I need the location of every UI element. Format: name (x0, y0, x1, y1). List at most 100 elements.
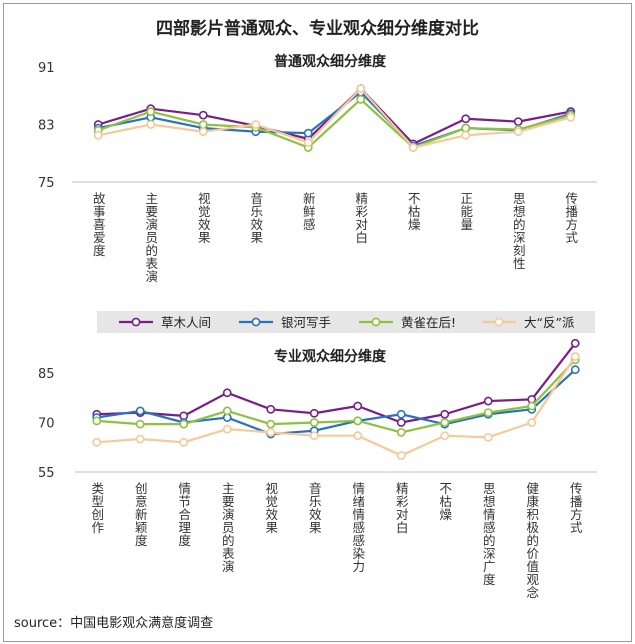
chart1-data-point-s2 (198, 120, 208, 129)
chart2-x-tick-label: 思想情感的深广度 (481, 482, 496, 586)
chart2-data-point-s2 (527, 401, 537, 411)
legend-label: 黄雀在后! (401, 315, 456, 330)
chart2-x-tick-label: 类型创作 (89, 482, 104, 534)
chart1-x-tick-label: 主要演员的表演 (143, 192, 158, 283)
chart1-x-tick-label: 精彩对白 (353, 192, 368, 244)
legend-canvas: 草木人间 银河写手 黄雀在后! 大“反”派 (119, 315, 575, 330)
chart1-x-tick-label: 视觉效果 (196, 191, 211, 244)
chart2-data-point-s3 (440, 431, 450, 441)
chart1-data-point-s3 (251, 120, 261, 129)
chart1-series-line-s1 (98, 91, 572, 148)
chart2-data-point-s2 (483, 408, 493, 417)
chart-professional-audience: 专业观众细分维度 85 70 55 类型创作 创意新颖度 情节合理度 主要演员的表演 视觉效果 音… (38, 338, 597, 599)
chart1-data-point-s2 (146, 107, 156, 116)
chart2-title: 专业观众细分维度 (274, 348, 387, 365)
chart2-x-tick-label: 传播方式 (568, 481, 583, 534)
legend-swatch-marker-s2 (371, 317, 381, 327)
chart1-data-point-s3 (513, 127, 523, 137)
chart2-y-tick-label: 85 (38, 367, 55, 382)
chart1-data-point-s3 (566, 112, 576, 122)
legend-label: 大“反”派 (524, 315, 575, 330)
chart2-series-line-s1 (96, 368, 576, 436)
chart2-data-point-s0 (266, 404, 276, 414)
chart2-x-tick-label: 不枯燥 (437, 482, 452, 521)
chart1-data-point-s0 (198, 110, 208, 120)
chart2-data-point-s0 (353, 401, 363, 411)
chart1-data-point-s2 (356, 94, 366, 104)
chart1-data-point-s3 (198, 127, 208, 137)
chart1-x-tick-label: 不枯燥 (406, 192, 421, 231)
chart2-data-point-s2 (179, 419, 189, 429)
legend-label: 银河写手 (281, 315, 331, 330)
chart1-data-point-s0 (461, 114, 471, 124)
chart1-series-line-s3 (98, 87, 572, 149)
chart2-data-point-s2 (135, 419, 145, 429)
chart1-data-point-s3 (93, 130, 103, 140)
chart2-data-point-s0 (309, 408, 319, 418)
chart2-data-point-s2 (266, 419, 276, 429)
chart2-y-tick-label: 70 (38, 417, 55, 432)
chart2-x-tick-label: 情绪情感感染力 (350, 482, 365, 573)
chart2-data-point-s2 (440, 418, 450, 427)
chart2-x-tick-label: 主要演员的表演 (220, 482, 235, 573)
chart2-data-point-s3 (570, 352, 580, 361)
chart2-data-point-s0 (222, 388, 232, 398)
chart2-data-point-s3 (222, 424, 232, 434)
chart2-data-point-s0 (440, 409, 450, 419)
legend-swatch-marker-s1 (251, 317, 261, 327)
chart2-data-point-s3 (527, 418, 537, 427)
chart1-x-tick-label: 传播方式 (563, 191, 578, 244)
chart2-data-point-s3 (396, 451, 406, 460)
chart1-y-tick-label: 75 (38, 176, 55, 191)
chart-normal-audience: 普通观众细分维度 91 83 75 故事喜爱度 主要演员的表演 视觉效果 音乐效果 新鲜感 精彩对… (38, 53, 597, 283)
legend-swatch-marker-s0 (131, 317, 141, 327)
chart2-data-point-s2 (222, 406, 232, 416)
chart2-data-point-s3 (135, 434, 145, 444)
chart2-data-point-s0 (483, 396, 493, 406)
chart2-x-tick-label: 音乐效果 (307, 481, 322, 534)
chart2-x-tick-label: 视觉效果 (263, 481, 278, 534)
chart1-data-point-s3 (461, 130, 471, 140)
chart1-x-tick-label: 正能量 (458, 192, 473, 231)
chart2-data-point-s2 (92, 416, 102, 426)
chart2-data-point-s2 (353, 416, 363, 426)
main-title: 四部影片普通观众、专业观众细分维度对比 (156, 19, 479, 39)
chart1-title: 普通观众细分维度 (274, 53, 387, 70)
chart2-data-point-s1 (570, 365, 580, 375)
chart1-x-tick-label: 故事喜爱度 (91, 191, 106, 257)
chart2-data-point-s0 (396, 418, 406, 427)
chart2-series-line-s2 (96, 359, 577, 434)
chart2-data-point-s3 (483, 432, 493, 442)
chart2-x-tick-label: 精彩对白 (394, 482, 409, 534)
chart2-data-point-s3 (309, 431, 319, 441)
chart2-x-tick-label: 情节合理度 (176, 482, 191, 547)
chart1-y-tick-label: 91 (38, 61, 55, 76)
chart1-data-point-s3 (303, 138, 313, 147)
chart1-x-tick-label: 音乐效果 (248, 191, 263, 244)
chart2-x-tick-label: 健康积极的价值观念 (524, 482, 539, 599)
chart2-data-point-s2 (309, 418, 319, 427)
chart2-data-point-s3 (179, 437, 189, 447)
chart1-x-tick-label: 思想的深刻性 (511, 192, 526, 270)
chart2-data-point-s3 (92, 437, 102, 447)
chart2-y-tick-label: 55 (38, 466, 55, 481)
chart2-series-line-s0 (96, 342, 577, 424)
legend-label: 草木人间 (161, 315, 211, 330)
chart2-x-tick-label: 创意新颖度 (133, 482, 148, 547)
chart1-x-tick-label: 新鲜感 (301, 191, 316, 231)
chart2-data-point-s1 (396, 409, 406, 419)
chart1-data-point-s1 (303, 128, 313, 138)
chart1-data-point-s3 (408, 143, 418, 152)
source-note: source：中国电影观众满意度调查 (14, 616, 214, 631)
chart2-data-point-s3 (266, 427, 276, 437)
chart2-data-point-s1 (135, 406, 145, 416)
chart1-data-point-s3 (356, 84, 366, 93)
chart2-data-point-s0 (570, 338, 580, 348)
chart1-series-line-s2 (97, 98, 572, 149)
chart2-data-point-s2 (396, 427, 406, 437)
chart1-data-point-s3 (146, 120, 156, 129)
chart1-data-point-s2 (461, 123, 471, 133)
chart1-data-point-s0 (513, 117, 523, 127)
chart1-y-tick-label: 83 (38, 119, 55, 134)
